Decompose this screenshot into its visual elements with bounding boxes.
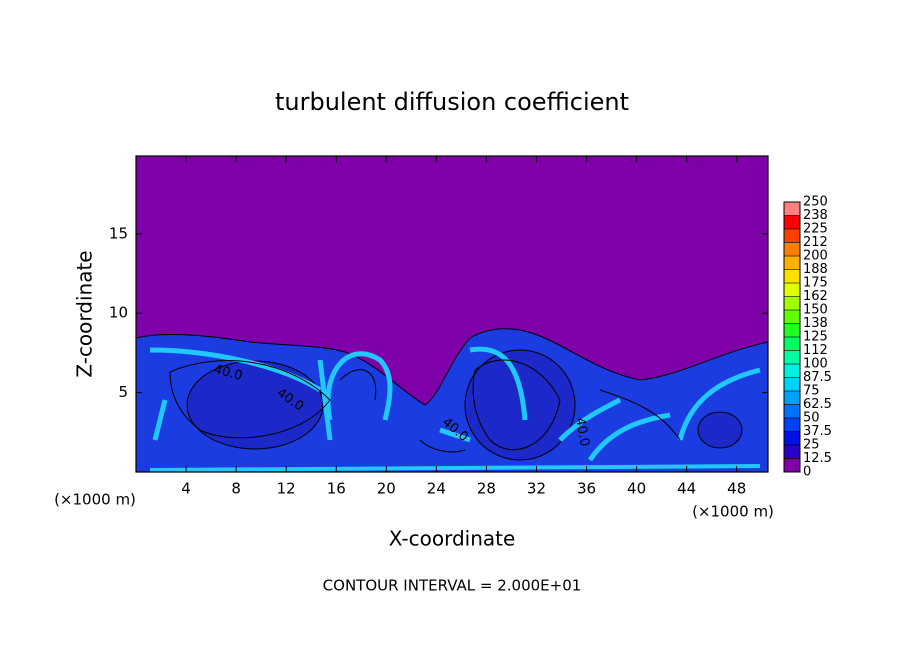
colorbar-bin bbox=[784, 256, 800, 270]
colorbar-bin bbox=[784, 283, 800, 297]
colorbar-label: 138 bbox=[803, 316, 828, 331]
colorbar-label: 238 bbox=[803, 208, 828, 223]
x-tick-label: 44 bbox=[677, 480, 696, 498]
x-tick-label: 24 bbox=[427, 480, 446, 498]
colorbar-label: 188 bbox=[803, 262, 828, 277]
x-tick-label: 16 bbox=[327, 480, 346, 498]
colorbar-label: 75 bbox=[803, 384, 820, 399]
colorbar-label: 125 bbox=[803, 330, 828, 345]
colorbar-bin bbox=[784, 215, 800, 229]
x-tick-label: 48 bbox=[727, 480, 746, 498]
colorbar-label: 50 bbox=[803, 411, 820, 426]
colorbar-label: 162 bbox=[803, 289, 828, 304]
cell bbox=[186, 360, 324, 450]
colorbar-label: 250 bbox=[803, 195, 828, 210]
y-tick-label: 10 bbox=[109, 304, 128, 322]
x-tick-label: 8 bbox=[231, 480, 241, 498]
colorbar-bin bbox=[784, 202, 800, 216]
contour-label: 40.0 bbox=[572, 416, 592, 447]
colorbar-bin bbox=[784, 431, 800, 445]
colorbar-label: 100 bbox=[803, 357, 828, 372]
field bbox=[135, 156, 769, 473]
colorbar-label: 150 bbox=[803, 303, 828, 318]
colorbar-label: 200 bbox=[803, 249, 828, 264]
colorbar-bin bbox=[784, 337, 800, 351]
x-unit: (×1000 m) bbox=[692, 503, 774, 521]
colorbar-bin bbox=[784, 310, 800, 324]
colorbar-bin bbox=[784, 296, 800, 310]
colorbar-label: 112 bbox=[803, 343, 828, 358]
x-unit: (×1000 m) bbox=[54, 491, 136, 509]
colorbar-label: 225 bbox=[803, 222, 828, 237]
colorbar-bin bbox=[784, 229, 800, 243]
colorbar-bin bbox=[784, 458, 800, 472]
x-axis-label: X-coordinate bbox=[389, 527, 516, 551]
contour-lines bbox=[169, 359, 681, 453]
streaks bbox=[149, 346, 761, 472]
x-tick-label: 20 bbox=[377, 480, 396, 498]
colorbar-bin bbox=[784, 445, 800, 459]
colorbar-bin bbox=[784, 391, 800, 405]
y-axis-label: Z-coordinate bbox=[73, 250, 97, 377]
x-tick-label: 12 bbox=[277, 480, 296, 498]
x-tick-label: 28 bbox=[477, 480, 496, 498]
x-tick-label: 40 bbox=[627, 480, 646, 498]
x-tick-label: 36 bbox=[577, 480, 596, 498]
colorbar-bin bbox=[784, 350, 800, 364]
x-tick-label: 4 bbox=[181, 480, 191, 498]
plot-frame bbox=[135, 155, 769, 473]
colorbar-label: 37.5 bbox=[803, 424, 832, 439]
colorbar-bin bbox=[784, 377, 800, 391]
cell bbox=[697, 411, 743, 449]
contour-interval: CONTOUR INTERVAL = 2.000E+01 bbox=[323, 577, 582, 595]
y-tick-label: 5 bbox=[118, 383, 128, 401]
colorbar-label: 87.5 bbox=[803, 370, 832, 385]
colorbar-label: 62.5 bbox=[803, 397, 832, 412]
colorbar-bin bbox=[784, 269, 800, 283]
y-tick-label: 15 bbox=[109, 224, 128, 242]
colorbar-label: 175 bbox=[803, 276, 828, 291]
colorbar-bin bbox=[784, 242, 800, 256]
colorbar-bin bbox=[784, 418, 800, 432]
cell bbox=[464, 349, 576, 461]
colorbar-label: 0 bbox=[803, 465, 811, 480]
contour-label: 40.0 bbox=[212, 362, 244, 384]
colorbar-bin bbox=[784, 404, 800, 418]
chart-title: turbulent diffusion coefficient bbox=[275, 88, 629, 116]
colorbar-label: 12.5 bbox=[803, 451, 832, 466]
colorbar-bin bbox=[784, 323, 800, 337]
colorbar-bin bbox=[784, 364, 800, 378]
colorbar-label: 25 bbox=[803, 438, 820, 453]
colorbar-label: 212 bbox=[803, 235, 828, 250]
x-tick-label: 32 bbox=[527, 480, 546, 498]
